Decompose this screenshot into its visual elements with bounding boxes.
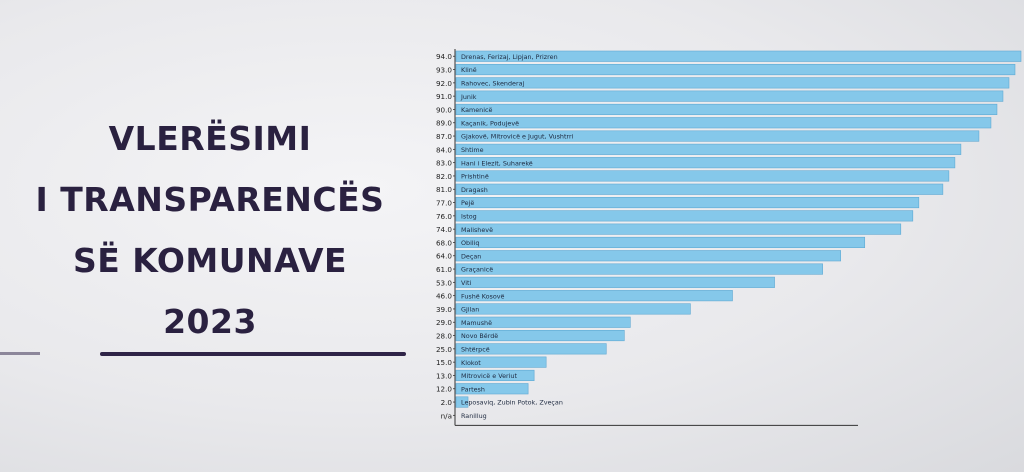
bar-category-label: Graçanicë [461, 266, 493, 274]
value-tick-label: 94.0 [436, 52, 452, 61]
bar-category-label: Fushë Kosovë [461, 292, 505, 300]
value-tick-label: 61.0 [436, 265, 452, 274]
bar [455, 263, 823, 275]
value-tick-label: 83.0 [436, 159, 452, 168]
bar-category-label: Klokot [461, 359, 481, 367]
bar-category-label: Novo Bërdë [461, 332, 498, 340]
bar-category-label: Leposaviq, Zubin Potok, Zveçan [461, 399, 563, 407]
bar [455, 250, 841, 262]
bar-category-label: Dragash [461, 186, 488, 194]
value-tick-label: 28.0 [436, 332, 452, 341]
bar-category-label: Junik [460, 93, 477, 101]
bar [455, 369, 535, 382]
bar [455, 103, 998, 115]
bar-category-label: Istog [461, 213, 477, 221]
bar-category-label: Shtërpcë [461, 346, 490, 354]
bar [455, 223, 902, 235]
title-underline [100, 352, 406, 356]
bar [455, 303, 691, 315]
bar [455, 290, 733, 302]
bar [455, 329, 625, 342]
bar-category-label: Rahovec, Skenderaj [461, 80, 525, 88]
bar-category-label: Kaçanik, Podujevë [461, 119, 519, 127]
bar-category-label: Viti [461, 279, 472, 287]
bar-category-label: Drenas, Ferizaj, Lipjan, Prizren [461, 53, 558, 61]
title-line-1: VLERËSIMI [108, 119, 312, 158]
bar [455, 183, 944, 195]
bar [455, 276, 775, 288]
title-line-3: SË KOMUNAVE [72, 241, 348, 280]
bar [455, 117, 992, 129]
value-tick-label: 53.0 [436, 278, 452, 287]
bar [455, 50, 1022, 62]
value-tick-label: 81.0 [436, 185, 452, 194]
transparency-bar-chart: Drenas, Ferizaj, Lipjan, Prizren 94.0 Klin… [436, 49, 1022, 426]
bar [455, 63, 1016, 76]
bar-category-label: Mamushë [461, 319, 492, 327]
value-tick-label: 91.0 [436, 92, 452, 101]
bar [455, 343, 607, 355]
title-line-4: 2023 [163, 302, 257, 341]
title-line-2: I TRANSPARENCËS [35, 180, 385, 219]
bar [455, 157, 956, 169]
bar-category-label: Partesh [461, 385, 485, 393]
value-tick-label: 76.0 [436, 212, 452, 221]
bar-category-label: Kamenicë [461, 106, 492, 114]
value-tick-label: 68.0 [436, 238, 452, 247]
bar [455, 210, 914, 222]
bar [455, 130, 980, 142]
value-tick-label: 29.0 [436, 318, 452, 327]
bar-category-label: Shtime [461, 146, 484, 154]
bar [455, 383, 529, 395]
bar [455, 77, 1010, 89]
value-tick-label: 2.0 [441, 398, 453, 407]
bar-category-label: Hani i Elezit, Suharekë [461, 159, 533, 167]
value-tick-label: 25.0 [436, 345, 452, 354]
bar [455, 90, 1004, 102]
bar-category-label: Malishevë [461, 226, 493, 234]
bar-category-label: Deçan [461, 252, 481, 260]
value-tick-label: n/a [441, 411, 452, 420]
bar-category-label: Ranillug [461, 412, 487, 420]
slide-title: VLERËSIMI I TRANSPARENCËS SË KOMUNAVE 20… [0, 108, 420, 352]
bar-category-label: Obiliq [461, 239, 479, 247]
value-tick-label: 77.0 [436, 199, 452, 208]
value-tick-label: 39.0 [436, 305, 452, 314]
bar [455, 143, 962, 155]
bar-category-label: Gjakovë, Mitrovicë e Jugut, Vushtrri [461, 133, 574, 141]
value-tick-label: 82.0 [436, 172, 452, 181]
bar-category-label: Klinë [461, 66, 477, 74]
bar-category-label: Pejë [461, 199, 474, 207]
bar-category-label: Mitrovicë e Veriut [461, 372, 517, 380]
left-divider [0, 352, 40, 355]
value-tick-label: 13.0 [436, 371, 452, 380]
bar [455, 396, 469, 408]
value-tick-label: 87.0 [436, 132, 452, 141]
bar [455, 356, 547, 368]
value-tick-label: 93.0 [436, 66, 452, 75]
value-tick-label: 64.0 [436, 252, 452, 261]
value-tick-label: 92.0 [436, 79, 452, 88]
bar-category-label: Prishtinë [461, 173, 489, 181]
bar [455, 170, 950, 182]
value-tick-label: 74.0 [436, 225, 452, 234]
bar [455, 236, 866, 248]
bar [455, 197, 920, 209]
value-tick-label: 46.0 [436, 292, 452, 301]
value-tick-label: 90.0 [436, 105, 452, 114]
value-tick-label: 15.0 [436, 358, 452, 367]
value-tick-label: 84.0 [436, 145, 452, 154]
value-tick-label: 12.0 [436, 385, 452, 394]
bar [455, 316, 631, 328]
bar-category-label: Gjilan [461, 306, 479, 314]
value-tick-label: 89.0 [436, 119, 452, 128]
